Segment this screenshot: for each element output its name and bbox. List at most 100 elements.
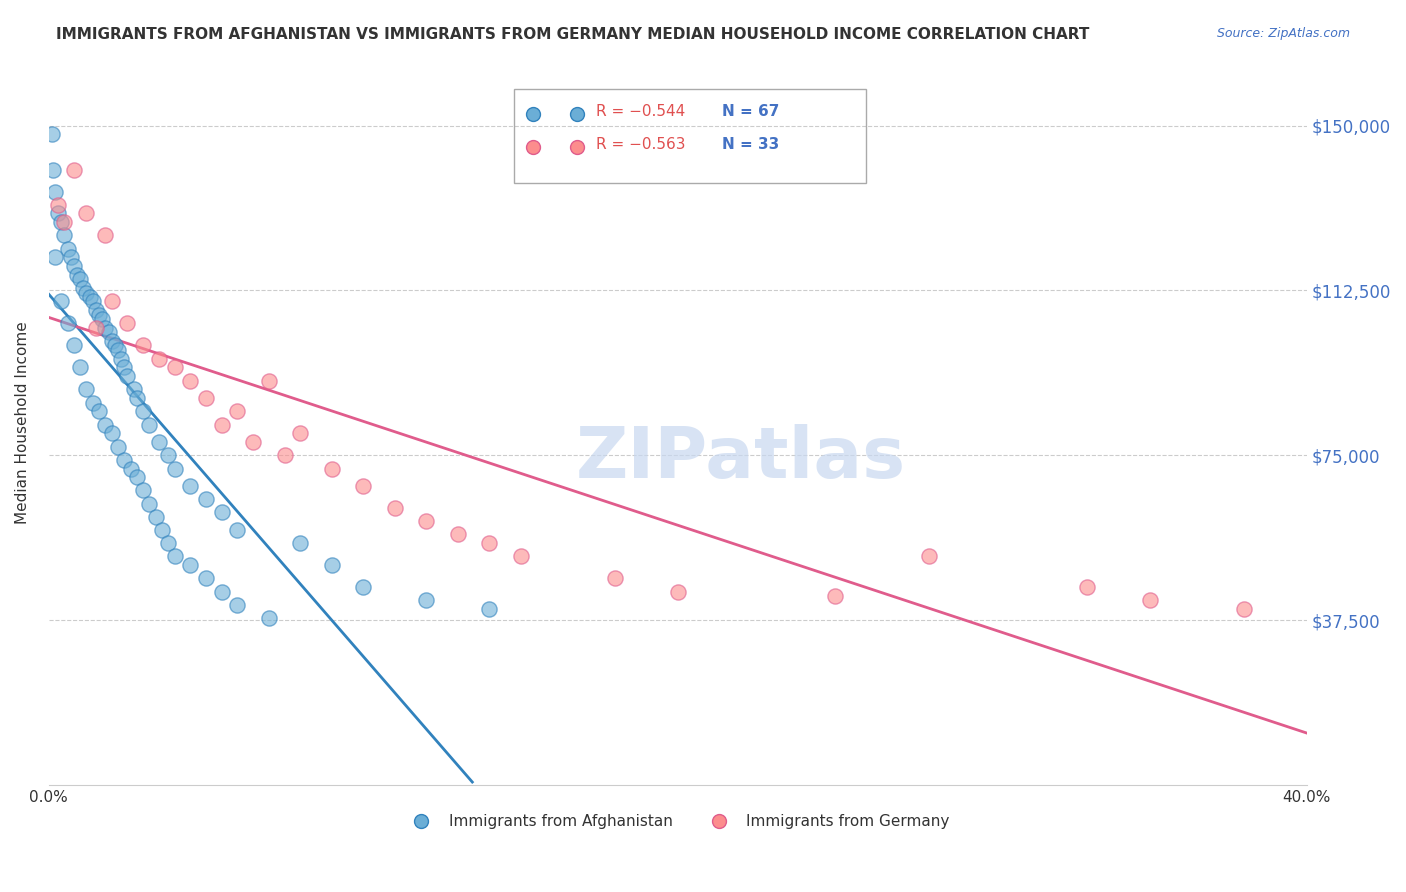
Immigrants from Germany <box>415 514 437 528</box>
Text: N = 67: N = 67 <box>721 104 779 120</box>
Immigrants from Afghanistan <box>226 523 249 537</box>
Immigrants from Afghanistan <box>195 492 218 507</box>
Immigrants from Afghanistan <box>150 523 173 537</box>
Immigrants from Afghanistan <box>211 584 233 599</box>
Immigrants from Afghanistan <box>59 251 82 265</box>
Immigrants from Germany <box>603 571 626 585</box>
Immigrants from Afghanistan <box>226 598 249 612</box>
Immigrants from Germany <box>352 479 374 493</box>
Immigrants from Germany <box>918 549 941 564</box>
Immigrants from Germany <box>211 417 233 432</box>
Immigrants from Afghanistan <box>51 294 73 309</box>
Immigrants from Afghanistan <box>290 536 312 550</box>
Immigrants from Afghanistan <box>112 452 135 467</box>
Immigrants from Germany <box>94 228 117 243</box>
Immigrants from Afghanistan <box>66 268 89 282</box>
Immigrants from Afghanistan <box>195 571 218 585</box>
Immigrants from Germany <box>666 584 689 599</box>
Immigrants from Afghanistan <box>100 426 122 441</box>
Immigrants from Germany <box>63 162 86 177</box>
Immigrants from Afghanistan <box>82 395 104 409</box>
Immigrants from Germany <box>100 294 122 309</box>
Immigrants from Germany <box>1076 580 1098 594</box>
Text: IMMIGRANTS FROM AFGHANISTAN VS IMMIGRANTS FROM GERMANY MEDIAN HOUSEHOLD INCOME C: IMMIGRANTS FROM AFGHANISTAN VS IMMIGRANT… <box>56 27 1090 42</box>
Immigrants from Germany <box>132 338 155 352</box>
Immigrants from Afghanistan <box>145 509 167 524</box>
Immigrants from Afghanistan <box>87 308 110 322</box>
Immigrants from Afghanistan <box>138 417 160 432</box>
Immigrants from Afghanistan <box>63 259 86 273</box>
Immigrants from Germany <box>1233 602 1256 616</box>
Immigrants from Germany <box>509 549 531 564</box>
Immigrants from Afghanistan <box>163 461 186 475</box>
Immigrants from Afghanistan <box>51 215 73 229</box>
Immigrants from Afghanistan <box>91 312 114 326</box>
Immigrants from Afghanistan <box>94 417 117 432</box>
Immigrants from Afghanistan <box>321 558 343 573</box>
Text: Source: ZipAtlas.com: Source: ZipAtlas.com <box>1216 27 1350 40</box>
Immigrants from Afghanistan <box>157 536 180 550</box>
Immigrants from Germany <box>321 461 343 475</box>
Immigrants from Afghanistan <box>79 290 101 304</box>
Text: R = −0.544: R = −0.544 <box>596 104 685 120</box>
Text: ZIPatlas: ZIPatlas <box>575 424 905 493</box>
Y-axis label: Median Household Income: Median Household Income <box>15 321 30 524</box>
Immigrants from Afghanistan <box>211 506 233 520</box>
Immigrants from Afghanistan <box>415 593 437 607</box>
Immigrants from Afghanistan <box>132 483 155 498</box>
Immigrants from Afghanistan <box>44 185 66 199</box>
Immigrants from Afghanistan <box>120 461 142 475</box>
Immigrants from Germany <box>384 501 406 516</box>
Immigrants from Germany <box>117 317 139 331</box>
Immigrants from Germany <box>824 589 846 603</box>
Immigrants from Afghanistan <box>82 294 104 309</box>
Immigrants from Germany <box>478 536 501 550</box>
Immigrants from Afghanistan <box>97 325 120 339</box>
Immigrants from Afghanistan <box>76 285 98 300</box>
Immigrants from Germany <box>290 426 312 441</box>
Immigrants from Afghanistan <box>107 440 129 454</box>
Immigrants from Afghanistan <box>84 303 107 318</box>
Immigrants from Germany <box>46 197 69 211</box>
Immigrants from Afghanistan <box>352 580 374 594</box>
Immigrants from Afghanistan <box>478 602 501 616</box>
Immigrants from Germany <box>84 321 107 335</box>
Immigrants from Germany <box>446 527 468 541</box>
Immigrants from Afghanistan <box>257 611 280 625</box>
Text: N = 33: N = 33 <box>721 137 779 152</box>
Immigrants from Afghanistan <box>100 334 122 348</box>
Immigrants from Afghanistan <box>179 479 201 493</box>
Immigrants from Afghanistan <box>41 128 63 142</box>
Immigrants from Germany <box>53 215 76 229</box>
Immigrants from Afghanistan <box>72 281 94 295</box>
Immigrants from Afghanistan <box>125 470 148 484</box>
Immigrants from Afghanistan <box>117 369 139 384</box>
Immigrants from Afghanistan <box>112 360 135 375</box>
Immigrants from Germany <box>226 404 249 418</box>
Immigrants from Afghanistan <box>179 558 201 573</box>
Immigrants from Afghanistan <box>132 404 155 418</box>
Immigrants from Afghanistan <box>44 251 66 265</box>
Immigrants from Afghanistan <box>138 497 160 511</box>
Immigrants from Afghanistan <box>163 549 186 564</box>
Immigrants from Germany <box>148 351 170 366</box>
Immigrants from Germany <box>163 360 186 375</box>
Immigrants from Germany <box>76 206 98 220</box>
Immigrants from Afghanistan <box>53 228 76 243</box>
Immigrants from Germany <box>273 448 295 462</box>
Immigrants from Afghanistan <box>42 162 65 177</box>
Immigrants from Afghanistan <box>46 206 69 220</box>
Immigrants from Afghanistan <box>104 338 127 352</box>
Immigrants from Germany <box>195 391 218 405</box>
Immigrants from Afghanistan <box>87 404 110 418</box>
Legend: Immigrants from Afghanistan, Immigrants from Germany: Immigrants from Afghanistan, Immigrants … <box>399 808 956 836</box>
Immigrants from Afghanistan <box>69 272 91 286</box>
Immigrants from Germany <box>257 374 280 388</box>
Immigrants from Afghanistan <box>148 435 170 450</box>
Bar <box>515 88 866 183</box>
Immigrants from Germany <box>1139 593 1161 607</box>
Immigrants from Afghanistan <box>56 317 79 331</box>
Immigrants from Afghanistan <box>110 351 132 366</box>
Immigrants from Afghanistan <box>157 448 180 462</box>
Immigrants from Afghanistan <box>69 360 91 375</box>
